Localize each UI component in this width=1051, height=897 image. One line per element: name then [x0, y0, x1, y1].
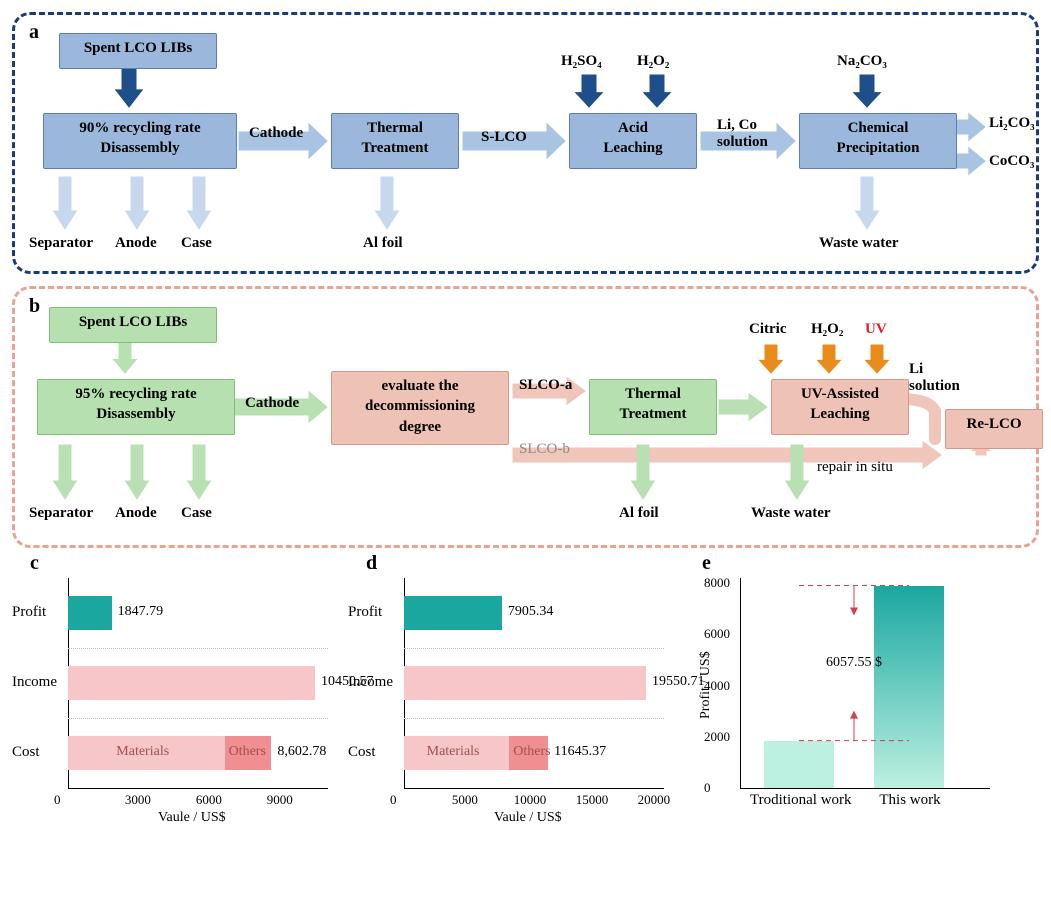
a-thermal: ThermalTreatment: [331, 113, 459, 169]
b-al: Al foil: [619, 505, 659, 522]
b-repair: repair in situ: [817, 459, 893, 476]
b-waste: Waste water: [751, 505, 831, 522]
b-an: Anode: [115, 505, 157, 522]
b-uv-in: UV: [865, 321, 887, 338]
a-h2so4: H₂SO₄: [561, 53, 602, 70]
a-h2o2: H₂O₂: [637, 53, 669, 70]
b-lisol: Lisolution: [909, 361, 960, 395]
a-disassembly: 90% recycling rateDisassembly: [43, 113, 237, 169]
chart-e: e02000400060008000Profit / US$Troditiona…: [684, 560, 1014, 830]
b-thermal: ThermalTreatment: [589, 379, 717, 435]
charts-row: c0300060009000Vaule / US$Profit1847.79In…: [12, 560, 1039, 830]
panel-b-canvas: Spent LCO LIBs 95% recycling rateDisassem…: [29, 299, 1022, 539]
a-start: Spent LCO LIBs: [59, 33, 217, 69]
b-sep: Separator: [29, 505, 93, 522]
chart-c-label: c: [30, 552, 39, 575]
b-citric: Citric: [749, 321, 786, 338]
b-slcoa: SLCO-a: [519, 377, 572, 394]
chart-d: d05000100001500020000Vaule / US$Profit79…: [348, 560, 678, 830]
b-cathode: Cathode: [245, 395, 299, 412]
a-cathode: Cathode: [249, 125, 303, 142]
a-slco: S-LCO: [481, 129, 527, 146]
a-licoso: Li, Cosolution: [717, 117, 768, 151]
chart-d-label: d: [366, 552, 377, 575]
a-coco3: CoCO₃: [989, 153, 1034, 170]
a-acid: AcidLeaching: [569, 113, 697, 169]
a-waste: Waste water: [819, 235, 899, 252]
panel-a: a Spent LCO LIBs90% recycling rateDisass…: [12, 12, 1039, 274]
a-an: Anode: [115, 235, 157, 252]
a-na2co3: Na₂CO₃: [837, 53, 887, 70]
a-al: Al foil: [363, 235, 403, 252]
panel-b: b Spent LCO LIBs95% recycling rateDisass…: [12, 286, 1039, 548]
a-sep: Separator: [29, 235, 93, 252]
b-slcob: SLCO-b: [519, 441, 570, 458]
b-case: Case: [181, 505, 212, 522]
b-h2o2: H₂O₂: [811, 321, 843, 338]
b-relco: Re-LCO: [945, 409, 1043, 449]
chart-c: c0300060009000Vaule / US$Profit1847.79In…: [12, 560, 342, 830]
b-evaluate: evaluate thedecommissioningdegree: [331, 371, 509, 445]
panel-a-canvas: Spent LCO LIBs 90% recycling rateDisassem…: [29, 25, 1022, 265]
a-case: Case: [181, 235, 212, 252]
b-uv: UV-AssistedLeaching: [771, 379, 909, 435]
b-start: Spent LCO LIBs: [49, 307, 217, 343]
b-disassembly: 95% recycling rateDisassembly: [37, 379, 235, 435]
a-li2co3: Li₂CO₃: [989, 115, 1035, 132]
a-chem: ChemicalPrecipitation: [799, 113, 957, 169]
